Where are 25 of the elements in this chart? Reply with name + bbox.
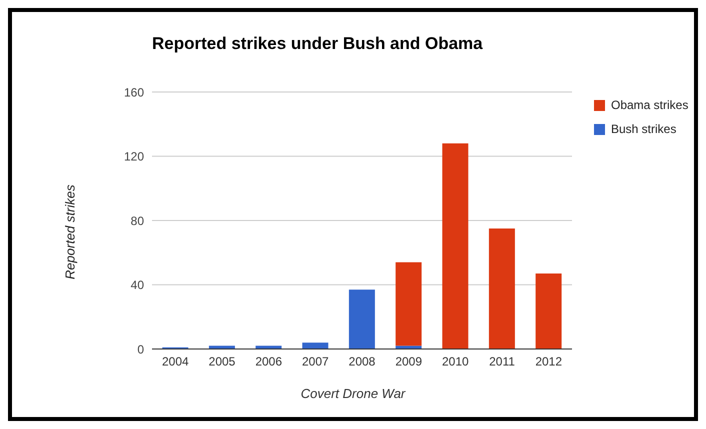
bar [536,274,562,349]
legend-label: Obama strikes [611,98,688,112]
bar [396,262,422,346]
bar [302,342,328,349]
x-tick-label: 2011 [489,354,516,369]
x-tick-label: 2006 [255,354,282,369]
bar [442,143,468,349]
y-tick-label: 40 [130,278,144,292]
x-tick-label: 2004 [162,354,190,369]
x-tick-label: 2008 [348,354,376,369]
x-tick-label: 2005 [208,354,236,369]
chart-title: Reported strikes under Bush and Obama [152,34,483,54]
y-tick-label: 120 [124,150,144,164]
x-tick-label: 2009 [395,354,422,369]
legend-label: Bush strikes [611,122,676,136]
y-tick-label: 80 [130,214,144,228]
y-axis-title: Reported strikes [62,184,78,280]
bar [348,290,375,349]
bar [488,228,515,349]
x-tick-label: 2007 [302,354,330,369]
y-tick-label: 0 [137,342,144,356]
text: Covert Drone War [300,386,406,401]
y-tick-label: 160 [124,85,144,100]
x-tick-label: 2012 [535,354,562,369]
x-tick-label: 2010 [442,354,470,369]
